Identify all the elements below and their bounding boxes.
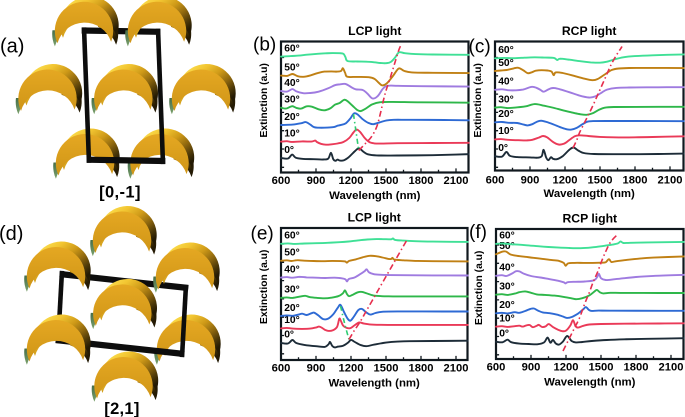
svg-text:Wavelength (nm): Wavelength (nm) [544,377,636,389]
svg-text:10°: 10° [284,315,300,326]
svg-text:Wavelength (nm): Wavelength (nm) [329,190,421,202]
svg-text:[2,1]: [2,1] [104,400,139,417]
svg-text:20°: 20° [284,303,300,314]
svg-text:(f): (f) [469,222,487,243]
svg-text:Extinction (a.u): Extinction (a.u) [473,63,484,137]
svg-text:20°: 20° [499,300,515,311]
svg-text:60°: 60° [284,231,300,242]
svg-text:Wavelength (nm): Wavelength (nm) [329,378,421,390]
svg-text:0°: 0° [498,143,508,154]
svg-text:1200: 1200 [339,363,364,375]
svg-text:30°: 30° [499,282,515,293]
svg-text:600: 600 [272,175,291,187]
svg-text:1200: 1200 [553,175,578,187]
svg-text:Extinction (a.u): Extinction (a.u) [474,251,485,325]
svg-text:0°: 0° [284,145,294,156]
svg-text:10°: 10° [498,126,514,137]
svg-text:50°: 50° [284,248,300,259]
svg-text:40°: 40° [498,77,514,88]
svg-text:1200: 1200 [554,362,579,374]
svg-text:Extinction (a.u): Extinction (a.u) [259,250,270,324]
svg-text:1500: 1500 [589,362,614,374]
svg-text:RCP light: RCP light [562,212,617,226]
svg-text:900: 900 [521,175,540,187]
svg-text:30°: 30° [284,95,300,106]
svg-text:40°: 40° [284,78,300,89]
svg-text:[0,-1]: [0,-1] [99,184,141,202]
svg-text:RCP light: RCP light [562,24,617,38]
svg-text:600: 600 [272,363,291,375]
svg-text:10°: 10° [499,314,515,325]
svg-text:2100: 2100 [659,362,684,374]
svg-text:40°: 40° [284,264,300,275]
svg-text:2100: 2100 [444,363,469,375]
svg-text:20°: 20° [498,109,514,120]
svg-text:40°: 40° [499,263,515,274]
svg-text:Wavelength (nm): Wavelength (nm) [544,188,636,200]
svg-text:60°: 60° [499,231,515,242]
svg-text:60°: 60° [284,43,300,54]
svg-text:900: 900 [307,175,326,187]
svg-text:1500: 1500 [374,175,399,187]
svg-text:1800: 1800 [623,175,648,187]
svg-text:1500: 1500 [374,363,399,375]
svg-text:(b): (b) [253,35,276,56]
svg-text:0°: 0° [499,329,509,340]
svg-text:600: 600 [486,175,505,187]
svg-text:30°: 30° [498,94,514,105]
svg-text:60°: 60° [498,45,514,56]
svg-text:0°: 0° [284,330,294,341]
svg-text:50°: 50° [498,58,514,69]
svg-text:600: 600 [487,362,506,374]
svg-text:2100: 2100 [658,175,683,187]
svg-text:30°: 30° [284,285,300,296]
svg-text:(a): (a) [0,36,24,58]
svg-text:(e): (e) [251,224,274,245]
svg-text:50°: 50° [284,62,300,73]
svg-text:LCP light: LCP light [348,211,401,225]
svg-text:50°: 50° [499,241,515,252]
svg-text:20°: 20° [284,112,300,123]
svg-text:Extinction (a.u): Extinction (a.u) [259,63,270,137]
svg-text:10°: 10° [284,129,300,140]
svg-text:1800: 1800 [624,362,649,374]
svg-text:900: 900 [307,363,326,375]
svg-text:1800: 1800 [409,175,434,187]
svg-text:1200: 1200 [339,175,364,187]
svg-text:1800: 1800 [409,363,434,375]
svg-text:2100: 2100 [444,175,469,187]
svg-text:LCP light: LCP light [348,24,401,38]
svg-text:1500: 1500 [588,175,613,187]
svg-text:(c): (c) [469,37,491,58]
svg-text:(d): (d) [0,223,23,245]
svg-text:900: 900 [522,362,541,374]
